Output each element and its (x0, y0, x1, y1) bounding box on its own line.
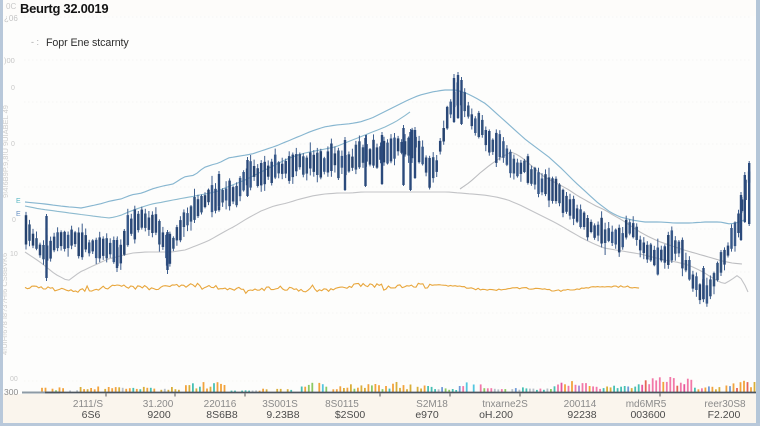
svg-text:003600: 003600 (630, 409, 665, 421)
svg-text:E: E (16, 198, 21, 205)
svg-text:8S0115: 8S0115 (325, 399, 359, 410)
svg-text:6S6: 6S6 (82, 409, 101, 421)
svg-text:Beurtg 32.0019: Beurtg 32.0019 (20, 1, 108, 16)
svg-text:9.23B8: 9.23B8 (266, 409, 299, 421)
svg-text:9200: 9200 (147, 409, 171, 421)
svg-text:300: 300 (4, 387, 18, 397)
svg-text:2111/S: 2111/S (73, 399, 104, 410)
svg-text:tnxarne2S: tnxarne2S (482, 399, 528, 410)
svg-text:oH.200: oH.200 (479, 409, 513, 421)
svg-text:4!UIH!6?8 I8?3?HI6 CS8BVK6: 4!UIH!6?8 I8?3?HI6 CS8BVK6 (0, 253, 9, 355)
svg-text:0: 0 (12, 217, 16, 224)
svg-text:10: 10 (10, 251, 18, 258)
svg-text:)00: )00 (4, 56, 15, 65)
svg-text:0: 0 (11, 141, 15, 148)
svg-text:Fopr Ene stcarnty: Fopr Ene stcarnty (46, 37, 129, 49)
svg-text:8S6B8: 8S6B8 (206, 409, 238, 421)
svg-text:9!4!6B9P.9,8!U 9UIABEL 49: 9!4!6B9P.9,8!U 9UIABEL 49 (1, 105, 10, 198)
svg-text:31.200: 31.200 (143, 399, 174, 410)
svg-text:- :: - : (31, 37, 39, 47)
svg-text:F2.200: F2.200 (708, 409, 741, 421)
svg-text:S2M18: S2M18 (416, 399, 448, 410)
svg-text:220116: 220116 (204, 399, 237, 410)
svg-text:E: E (16, 211, 21, 218)
svg-text:0C: 0C (6, 2, 16, 11)
svg-text:200114: 200114 (564, 399, 597, 410)
svg-text:0: 0 (11, 85, 15, 92)
svg-text:md6MR5: md6MR5 (626, 399, 667, 410)
svg-text:e970: e970 (415, 409, 439, 421)
svg-text:92238: 92238 (567, 409, 596, 421)
svg-text:reer30S8: reer30S8 (704, 399, 746, 410)
svg-text:00: 00 (10, 376, 18, 383)
svg-text:$2S00: $2S00 (335, 409, 366, 421)
svg-text:¿06: ¿06 (4, 14, 18, 23)
svg-text:3S001S: 3S001S (262, 399, 298, 410)
